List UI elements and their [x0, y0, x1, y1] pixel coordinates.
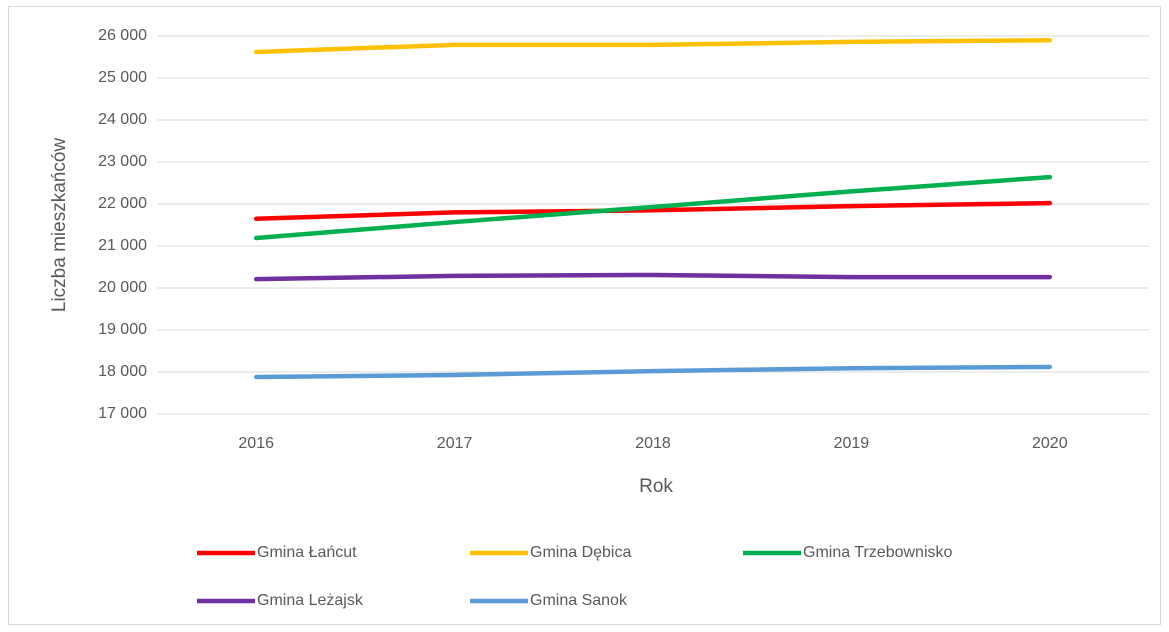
x-tick-label: 2017 — [437, 435, 473, 452]
x-tick-label: 2019 — [834, 435, 870, 452]
y-tick-label: 21 000 — [98, 237, 147, 254]
x-tick-label: 2016 — [238, 435, 274, 452]
legend-label: Gmina Dębica — [530, 544, 631, 561]
legend-label: Gmina Trzebownisko — [803, 544, 952, 561]
y-tick-label: 24 000 — [98, 111, 147, 128]
y-tick-label: 22 000 — [98, 195, 147, 212]
chart-border — [8, 6, 1161, 625]
x-tick-label: 2020 — [1032, 435, 1068, 452]
y-tick-label: 17 000 — [98, 405, 147, 422]
x-axis-title: Rok — [639, 476, 673, 497]
x-tick-label: 2018 — [635, 435, 671, 452]
series-line — [253, 364, 1053, 380]
series-line — [253, 272, 1053, 282]
y-tick-label: 19 000 — [98, 321, 147, 338]
y-tick-label: 25 000 — [98, 69, 147, 86]
y-tick-label: 26 000 — [98, 27, 147, 44]
y-axis-title: Liczba mieszkańców — [49, 138, 70, 313]
legend-label: Gmina Łańcut — [257, 544, 357, 561]
y-tick-label: 20 000 — [98, 279, 147, 296]
series-line — [253, 174, 1053, 241]
series-line — [253, 37, 1053, 55]
series-line — [253, 200, 1053, 221]
legend-label: Gmina Leżajsk — [257, 592, 364, 609]
legend-label: Gmina Sanok — [530, 592, 628, 609]
y-tick-label: 23 000 — [98, 153, 147, 170]
y-tick-label: 18 000 — [98, 363, 147, 380]
